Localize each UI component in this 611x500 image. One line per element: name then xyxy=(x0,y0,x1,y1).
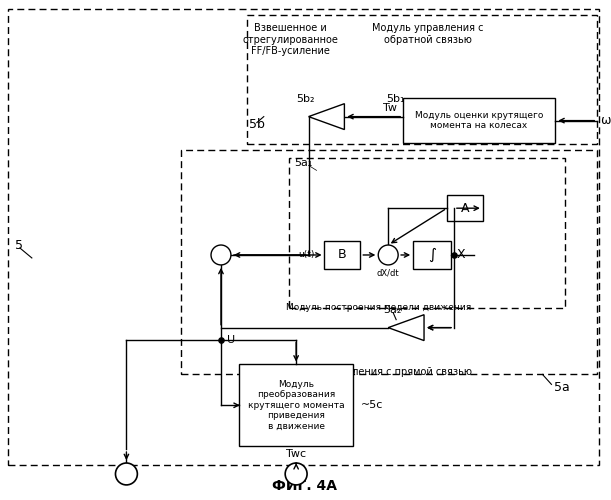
Text: X: X xyxy=(456,248,465,262)
Text: +: + xyxy=(381,246,389,256)
Text: A: A xyxy=(461,202,469,214)
Text: Модуль построения модели движения: Модуль построения модели движения xyxy=(285,303,471,312)
Bar xyxy=(288,158,565,308)
Text: 5b: 5b xyxy=(249,118,265,131)
Bar xyxy=(181,150,597,374)
Text: B: B xyxy=(291,468,301,480)
Text: U: U xyxy=(227,334,235,344)
Circle shape xyxy=(115,463,137,485)
Text: Модуль оценки крутящего
момента на колесах: Модуль оценки крутящего момента на колес… xyxy=(415,111,543,130)
Text: ~5c: ~5c xyxy=(361,400,384,410)
Text: A: A xyxy=(122,468,131,480)
Text: 5: 5 xyxy=(15,238,23,252)
Bar xyxy=(247,15,597,144)
Bar xyxy=(403,98,555,144)
Polygon shape xyxy=(309,104,345,130)
Text: Модуль управления с прямой связью: Модуль управления с прямой связью xyxy=(280,368,472,378)
Text: FB: FB xyxy=(324,112,338,122)
Text: u(t): u(t) xyxy=(298,250,315,260)
Text: Взвешенное и
отрегулированное
FF/FB-усиление: Взвешенное и отрегулированное FF/FB-усил… xyxy=(243,23,338,56)
Text: Модуль
преобразования
крутящего момента
приведения
в движение: Модуль преобразования крутящего момента … xyxy=(248,380,345,430)
Text: ω: ω xyxy=(600,114,611,127)
Polygon shape xyxy=(388,314,424,340)
Text: dX/dt: dX/dt xyxy=(377,269,400,278)
Text: B: B xyxy=(338,248,346,262)
Bar xyxy=(239,364,353,446)
Bar xyxy=(413,241,451,269)
Circle shape xyxy=(211,245,231,265)
Circle shape xyxy=(378,245,398,265)
Text: 5a: 5a xyxy=(554,381,570,394)
Text: ∫: ∫ xyxy=(428,248,436,262)
Circle shape xyxy=(285,463,307,485)
Text: 5a₁: 5a₁ xyxy=(295,158,313,168)
Bar xyxy=(324,241,360,269)
Text: −: − xyxy=(213,254,222,264)
Text: ФИГ. 4А: ФИГ. 4А xyxy=(272,479,337,493)
Bar xyxy=(447,196,483,221)
Text: K: K xyxy=(408,322,415,332)
Text: +: + xyxy=(222,254,230,264)
Text: 5a₂: 5a₂ xyxy=(383,304,401,314)
Text: 5b₂: 5b₂ xyxy=(296,94,315,104)
Text: +: + xyxy=(214,245,222,255)
Text: +: + xyxy=(388,246,396,256)
Text: Tw: Tw xyxy=(383,102,397,113)
Text: Twc: Twc xyxy=(286,449,306,459)
Text: 5b₁: 5b₁ xyxy=(386,94,404,104)
Text: +: + xyxy=(222,246,230,256)
Text: Модуль управления с
обратной связью: Модуль управления с обратной связью xyxy=(372,23,484,44)
